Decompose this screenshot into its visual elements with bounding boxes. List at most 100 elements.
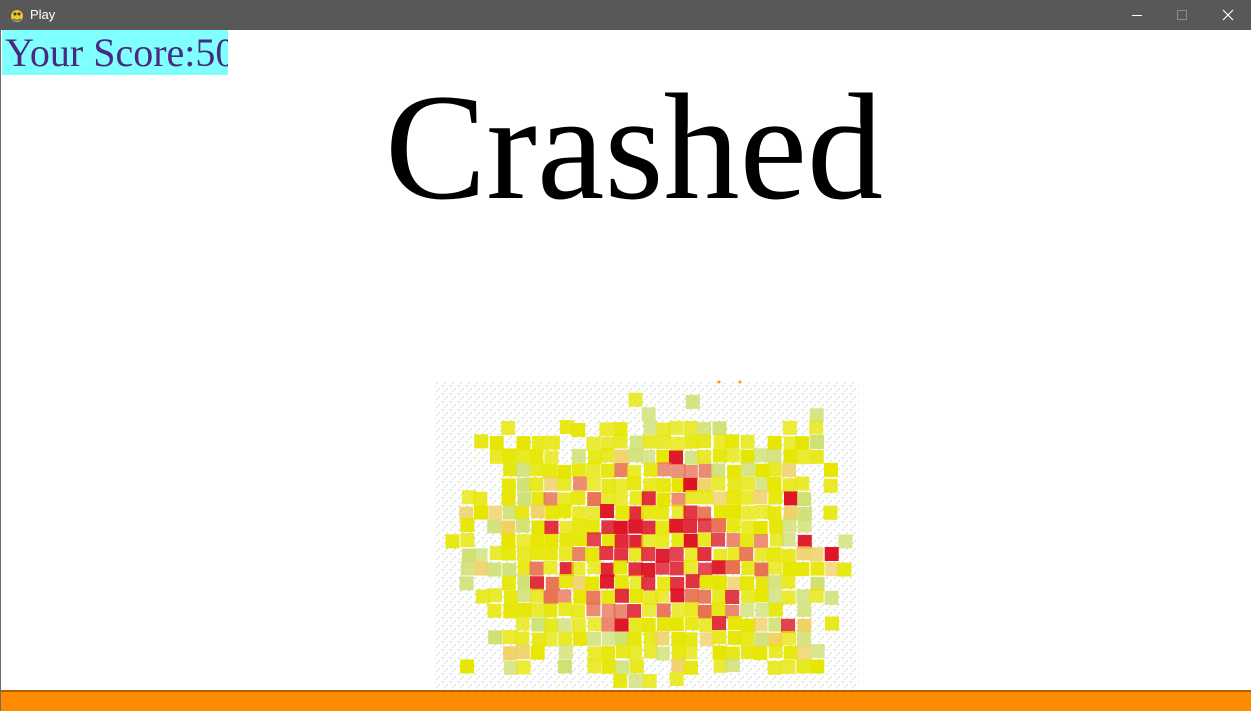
explosion-block (683, 420, 698, 435)
explosion-block (712, 645, 727, 660)
explosion-block (754, 547, 769, 562)
explosion-block (643, 478, 658, 493)
explosion-block (488, 630, 503, 645)
explosion-block (741, 589, 756, 604)
explosion-block (685, 394, 700, 409)
explosion-block (543, 632, 558, 647)
explosion-block (587, 659, 602, 674)
explosion-block (683, 477, 698, 492)
explosion-block (740, 434, 755, 449)
explosion-block (613, 520, 628, 535)
explosion-block (615, 505, 630, 520)
explosion-block (600, 574, 615, 589)
explosion-block (767, 435, 782, 450)
explosion-block (642, 434, 657, 449)
explosion-block (810, 659, 825, 674)
explosion-block (586, 476, 601, 491)
explosion-block (461, 548, 476, 563)
explosion-block (529, 561, 544, 576)
explosion-block (557, 464, 572, 479)
game-canvas[interactable]: Your Score:50 Crashed (0, 30, 1251, 711)
explosion-block (613, 673, 628, 688)
explosion-block (824, 590, 839, 605)
explosion-block (627, 464, 642, 479)
explosion-block (669, 546, 684, 561)
explosion-block (488, 505, 503, 520)
explosion-block (797, 602, 812, 617)
explosion-block (544, 520, 559, 535)
explosion-block (501, 546, 516, 561)
explosion-block (782, 561, 797, 576)
explosion-block (685, 574, 700, 589)
explosion-block (529, 449, 544, 464)
explosion-block (629, 534, 644, 549)
explosion-block (739, 533, 754, 548)
explosion-block (531, 632, 546, 647)
explosion-block (571, 448, 586, 463)
explosion-block (781, 618, 796, 633)
explosion-block (515, 645, 530, 660)
explosion-block (587, 646, 602, 661)
explosion-block (571, 422, 586, 437)
explosion-block (641, 547, 656, 562)
explosion-block (558, 602, 573, 617)
explosion-block (713, 658, 728, 673)
explosion-block (641, 449, 656, 464)
explosion-block (795, 562, 810, 577)
explosion-block (586, 436, 601, 451)
explosion-block (655, 588, 670, 603)
explosion-block (613, 492, 628, 507)
explosion-block (669, 561, 684, 576)
explosion-block (796, 450, 811, 465)
explosion-block (614, 463, 629, 478)
explosion-block (657, 576, 672, 591)
explosion-block (767, 506, 782, 521)
explosion-block (767, 448, 782, 463)
explosion-block (810, 576, 825, 591)
explosion-block (599, 422, 614, 437)
explosion-block (643, 462, 658, 477)
explosion-block (503, 646, 518, 661)
explosion-block (600, 448, 615, 463)
explosion-block (753, 617, 768, 632)
explosion-block (782, 420, 797, 435)
explosion-block (585, 547, 600, 562)
explosion-block (543, 603, 558, 618)
explosion-block (629, 589, 644, 604)
explosion-block (627, 631, 642, 646)
explosion-block (475, 589, 490, 604)
explosion-block (769, 532, 784, 547)
explosion-block (657, 462, 672, 477)
maximize-button[interactable] (1159, 0, 1205, 30)
explosion-block (517, 492, 532, 507)
close-button[interactable] (1205, 0, 1251, 30)
explosion-block (571, 490, 586, 505)
explosion-block (797, 518, 812, 533)
explosion-block (571, 463, 586, 478)
explosion-block (755, 602, 770, 617)
explosion-block (740, 449, 755, 464)
explosion-block (754, 562, 769, 577)
explosion-block (543, 464, 558, 479)
explosion-block (643, 644, 658, 659)
explosion-block (558, 645, 573, 660)
explosion-block (711, 602, 726, 617)
explosion-block (725, 658, 740, 673)
explosion-block (629, 491, 644, 506)
explosion-block (824, 546, 839, 561)
explosion-block (697, 532, 712, 547)
explosion-block (628, 519, 643, 534)
explosion-block (531, 435, 546, 450)
explosion-block (571, 604, 586, 619)
explosion-block (739, 630, 754, 645)
explosion-block (655, 533, 670, 548)
explosion-block (725, 560, 740, 575)
minimize-button[interactable] (1114, 0, 1160, 30)
explosion-block (753, 490, 768, 505)
explosion-block (781, 532, 796, 547)
explosion-block (517, 546, 532, 561)
explosion-block (656, 478, 671, 493)
explosion-block (501, 420, 516, 435)
explosion-block (781, 548, 796, 563)
explosion-block (741, 520, 756, 535)
